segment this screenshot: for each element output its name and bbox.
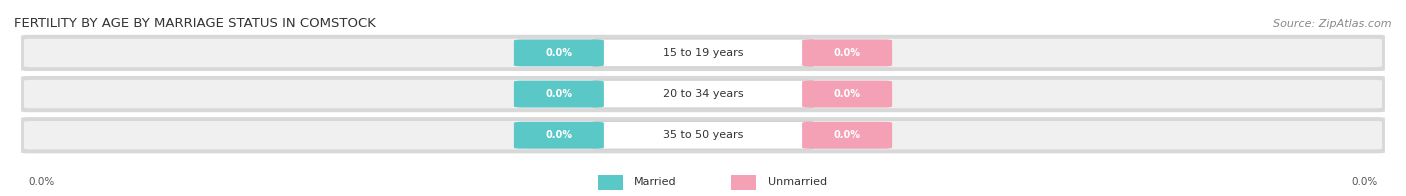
FancyBboxPatch shape (731, 175, 756, 190)
FancyBboxPatch shape (598, 175, 623, 190)
Text: Source: ZipAtlas.com: Source: ZipAtlas.com (1274, 18, 1392, 29)
FancyBboxPatch shape (515, 81, 605, 107)
FancyBboxPatch shape (593, 39, 813, 67)
Text: 0.0%: 0.0% (546, 48, 572, 58)
Text: 0.0%: 0.0% (546, 89, 572, 99)
Text: 0.0%: 0.0% (834, 130, 860, 140)
Text: Unmarried: Unmarried (768, 177, 827, 187)
Text: 0.0%: 0.0% (1351, 177, 1378, 187)
FancyBboxPatch shape (801, 122, 893, 149)
FancyBboxPatch shape (515, 40, 605, 66)
Text: FERTILITY BY AGE BY MARRIAGE STATUS IN COMSTOCK: FERTILITY BY AGE BY MARRIAGE STATUS IN C… (14, 17, 375, 30)
FancyBboxPatch shape (21, 35, 1385, 71)
FancyBboxPatch shape (801, 40, 893, 66)
FancyBboxPatch shape (801, 81, 893, 107)
Text: Married: Married (634, 177, 676, 187)
FancyBboxPatch shape (21, 76, 1385, 112)
FancyBboxPatch shape (593, 80, 813, 108)
Text: 20 to 34 years: 20 to 34 years (662, 89, 744, 99)
Text: 0.0%: 0.0% (28, 177, 55, 187)
FancyBboxPatch shape (24, 39, 1382, 67)
Text: 0.0%: 0.0% (834, 48, 860, 58)
FancyBboxPatch shape (24, 80, 1382, 108)
Text: 35 to 50 years: 35 to 50 years (662, 130, 744, 140)
Text: 15 to 19 years: 15 to 19 years (662, 48, 744, 58)
FancyBboxPatch shape (24, 121, 1382, 150)
Text: 0.0%: 0.0% (546, 130, 572, 140)
FancyBboxPatch shape (21, 117, 1385, 153)
FancyBboxPatch shape (593, 121, 813, 149)
Text: 0.0%: 0.0% (834, 89, 860, 99)
FancyBboxPatch shape (515, 122, 605, 149)
